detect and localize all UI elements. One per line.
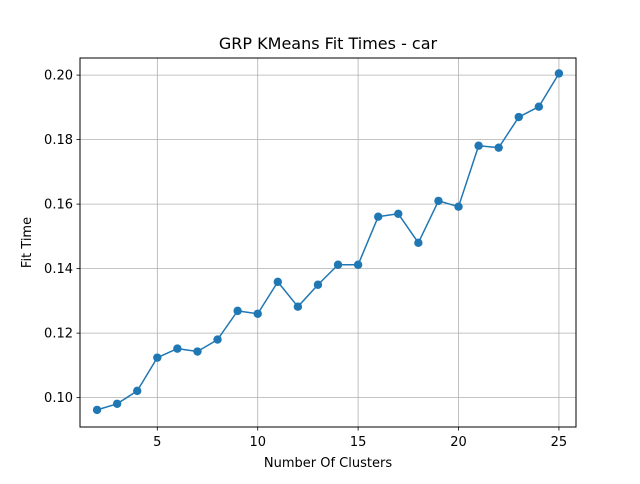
y-axis-label: Fit Time xyxy=(20,217,35,268)
plot-area-frame xyxy=(79,57,577,428)
data-point xyxy=(92,405,102,415)
data-point xyxy=(353,260,363,269)
x-tick-label: 15 xyxy=(350,435,367,450)
data-point xyxy=(233,306,242,316)
grid-lines xyxy=(80,58,576,427)
y-tick-label: 0.14 xyxy=(44,262,73,277)
data-point xyxy=(454,202,463,211)
chart-title: GRP KMeans Fit Times - car xyxy=(219,34,438,53)
data-point xyxy=(173,344,182,353)
data-point xyxy=(213,335,222,344)
data-point xyxy=(494,143,503,152)
data-point xyxy=(434,196,443,206)
data-point xyxy=(253,309,262,318)
data-series xyxy=(92,69,564,415)
data-point xyxy=(133,386,142,396)
data-point xyxy=(293,302,303,311)
data-point xyxy=(534,102,544,111)
x-tick-label: 5 xyxy=(153,435,161,450)
y-tick-label: 0.12 xyxy=(44,327,73,342)
y-tick-label: 0.18 xyxy=(44,133,73,148)
data-point xyxy=(112,399,122,408)
y-tick-label: 0.10 xyxy=(44,391,73,406)
data-point xyxy=(153,353,162,362)
data-point xyxy=(394,209,403,218)
x-tick-label: 10 xyxy=(249,435,266,450)
axis-ticks: 5 10 15 20 25 0.10 0.12 0.14 0.16 0.18 0.20 xyxy=(44,69,567,450)
data-point xyxy=(193,347,202,356)
data-point xyxy=(374,212,383,221)
y-tick-label: 0.20 xyxy=(44,69,73,84)
data-point xyxy=(273,277,282,287)
data-point xyxy=(514,112,523,122)
data-point xyxy=(474,141,483,150)
data-point xyxy=(313,280,323,289)
data-point xyxy=(414,238,423,248)
data-point xyxy=(554,69,564,78)
x-axis-label: Number Of Clusters xyxy=(264,456,392,471)
data-point xyxy=(333,260,343,269)
x-tick-label: 20 xyxy=(450,435,467,450)
x-tick-label: 25 xyxy=(551,435,568,450)
y-tick-label: 0.16 xyxy=(44,198,73,213)
